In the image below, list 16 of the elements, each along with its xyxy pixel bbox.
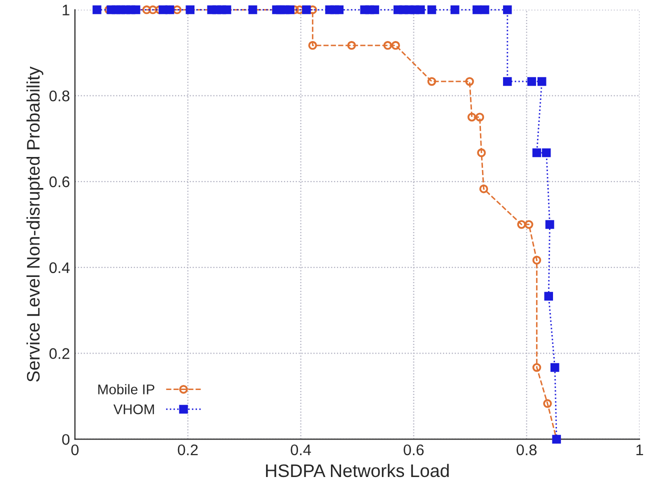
legend-label: Mobile IP bbox=[98, 384, 154, 394]
y-tick-label: 0.8 bbox=[49, 90, 70, 102]
x-tick-label: 0.6 bbox=[404, 444, 424, 456]
y-tick-label: 1 bbox=[62, 4, 70, 16]
y-tick-label: 0.2 bbox=[49, 348, 70, 359]
y-tick-label: 0.6 bbox=[49, 176, 70, 188]
x-tick-label: 0 bbox=[71, 444, 79, 456]
y-axis-title: Service Level Non-disrupted Probability bbox=[26, 66, 44, 382]
legend-label: VHOM bbox=[113, 404, 154, 414]
x-axis-title: HSDPA Networks Load bbox=[266, 464, 449, 478]
x-tick-label: 0.4 bbox=[290, 444, 311, 456]
x-tick-label: 0.8 bbox=[516, 444, 537, 456]
x-tick-label: 1 bbox=[636, 444, 644, 456]
y-tick-label: 0.4 bbox=[49, 262, 70, 274]
x-tick-label: 0.2 bbox=[178, 444, 198, 456]
y-tick-label: 0 bbox=[62, 434, 70, 445]
